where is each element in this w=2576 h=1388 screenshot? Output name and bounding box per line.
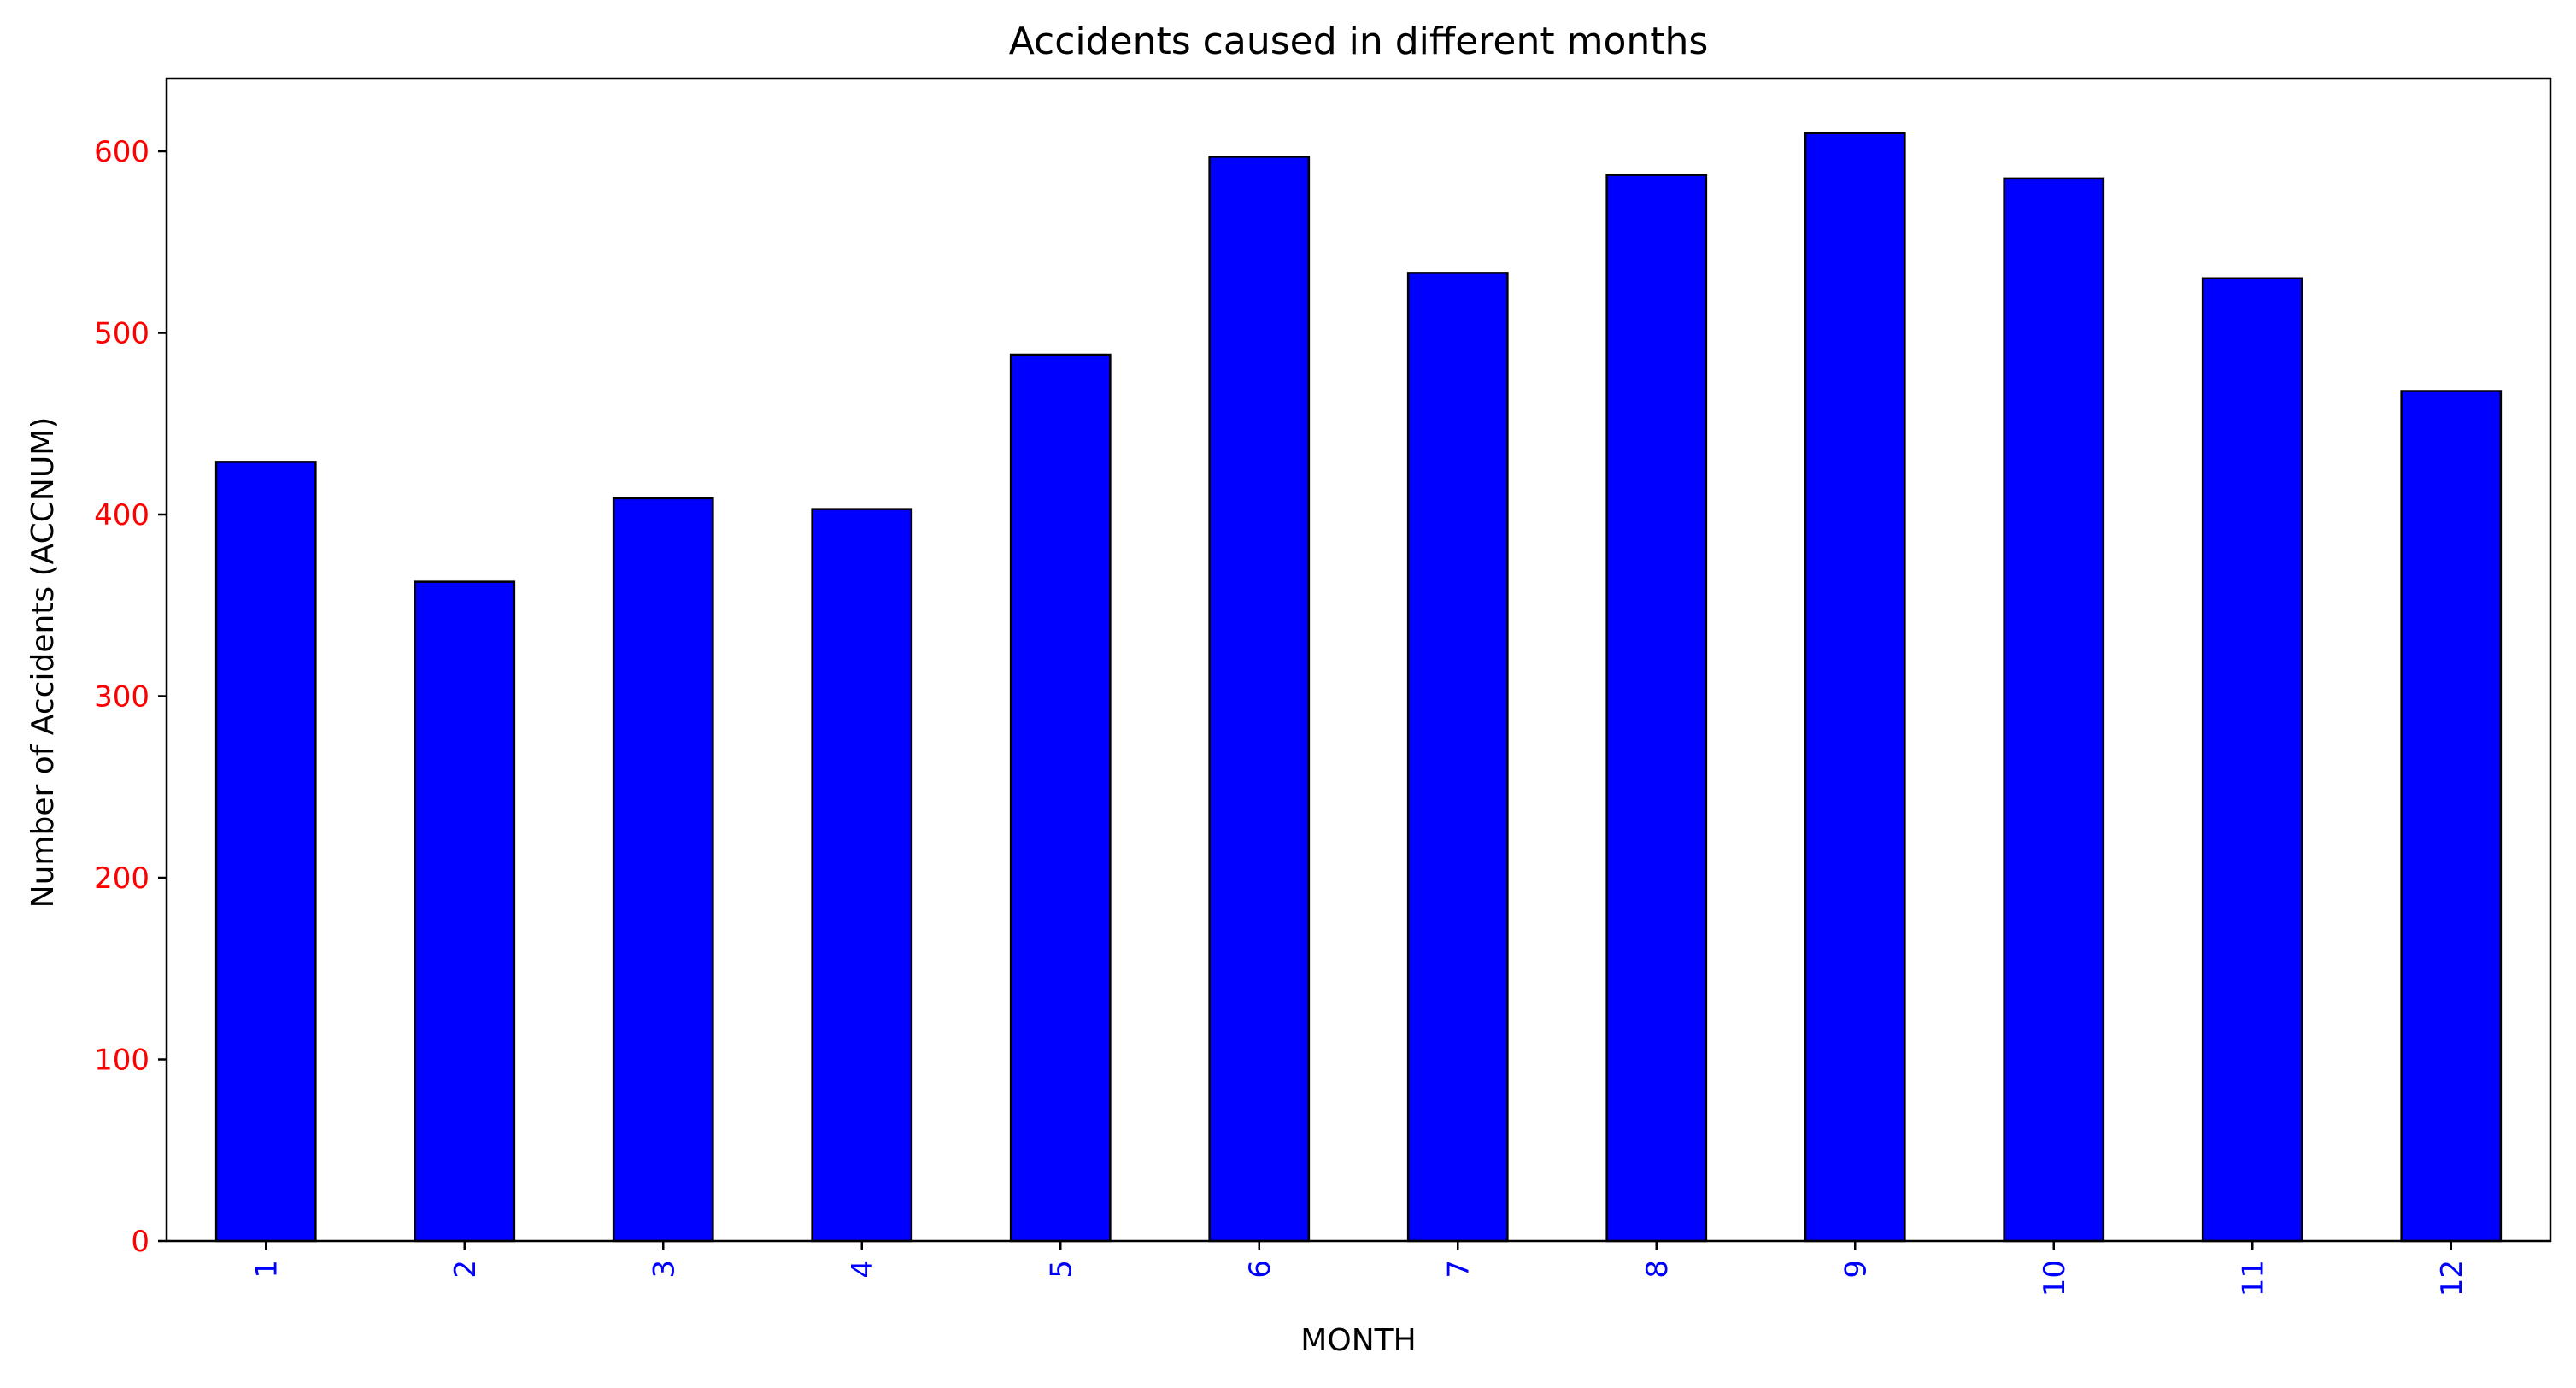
y-tick-label: 500: [94, 317, 150, 351]
plot-area-frame: [165, 77, 2552, 1243]
bar-month-10: [2003, 177, 2105, 1243]
chart-title: Accidents caused in different months: [1009, 20, 1709, 63]
y-tick-label: 100: [94, 1044, 150, 1078]
bar-month-4: [811, 508, 913, 1243]
bar-month-9: [1804, 132, 1906, 1243]
bars-layer: [214, 132, 2503, 1243]
bar-month-3: [612, 497, 714, 1243]
x-tick-label: 5: [1044, 1260, 1078, 1279]
bar-month-2: [414, 580, 516, 1243]
y-tick-label: 400: [94, 498, 150, 532]
x-axis-label: MONTH: [1300, 1323, 1416, 1358]
x-tick-label: 10: [2038, 1260, 2072, 1297]
y-tick-label: 300: [94, 680, 150, 715]
bar-month-8: [1605, 174, 1708, 1243]
x-tick-label: 1: [249, 1260, 284, 1279]
x-tick-label: 7: [1441, 1260, 1476, 1279]
y-tick-label: 200: [94, 862, 150, 896]
x-tick-label: 12: [2435, 1260, 2469, 1297]
bar-month-1: [214, 461, 317, 1243]
x-tick-label: 4: [846, 1260, 880, 1279]
x-tick-label: 2: [449, 1260, 483, 1279]
x-tick-label: 3: [647, 1260, 681, 1279]
bar-month-5: [1009, 353, 1112, 1243]
bar-month-11: [2201, 277, 2303, 1243]
y-tick-label: 0: [131, 1225, 150, 1259]
x-tick-label: 11: [2236, 1260, 2270, 1297]
y-axis-label: Number of Accidents (ACCNUM): [26, 417, 61, 909]
y-axis-ticks: 0 100 200 300 400 500 600: [94, 135, 167, 1259]
x-tick-label: 8: [1640, 1260, 1675, 1279]
x-tick-label: 9: [1839, 1260, 1873, 1279]
bar-month-6: [1208, 156, 1311, 1243]
y-tick-label: 600: [94, 135, 150, 169]
bar-month-7: [1406, 272, 1509, 1243]
bar-month-12: [2400, 390, 2503, 1243]
x-tick-label: 6: [1243, 1260, 1277, 1279]
x-axis-ticks: 1 2 3 4 5 6 7 8 9 10 11 12: [249, 1241, 2469, 1297]
